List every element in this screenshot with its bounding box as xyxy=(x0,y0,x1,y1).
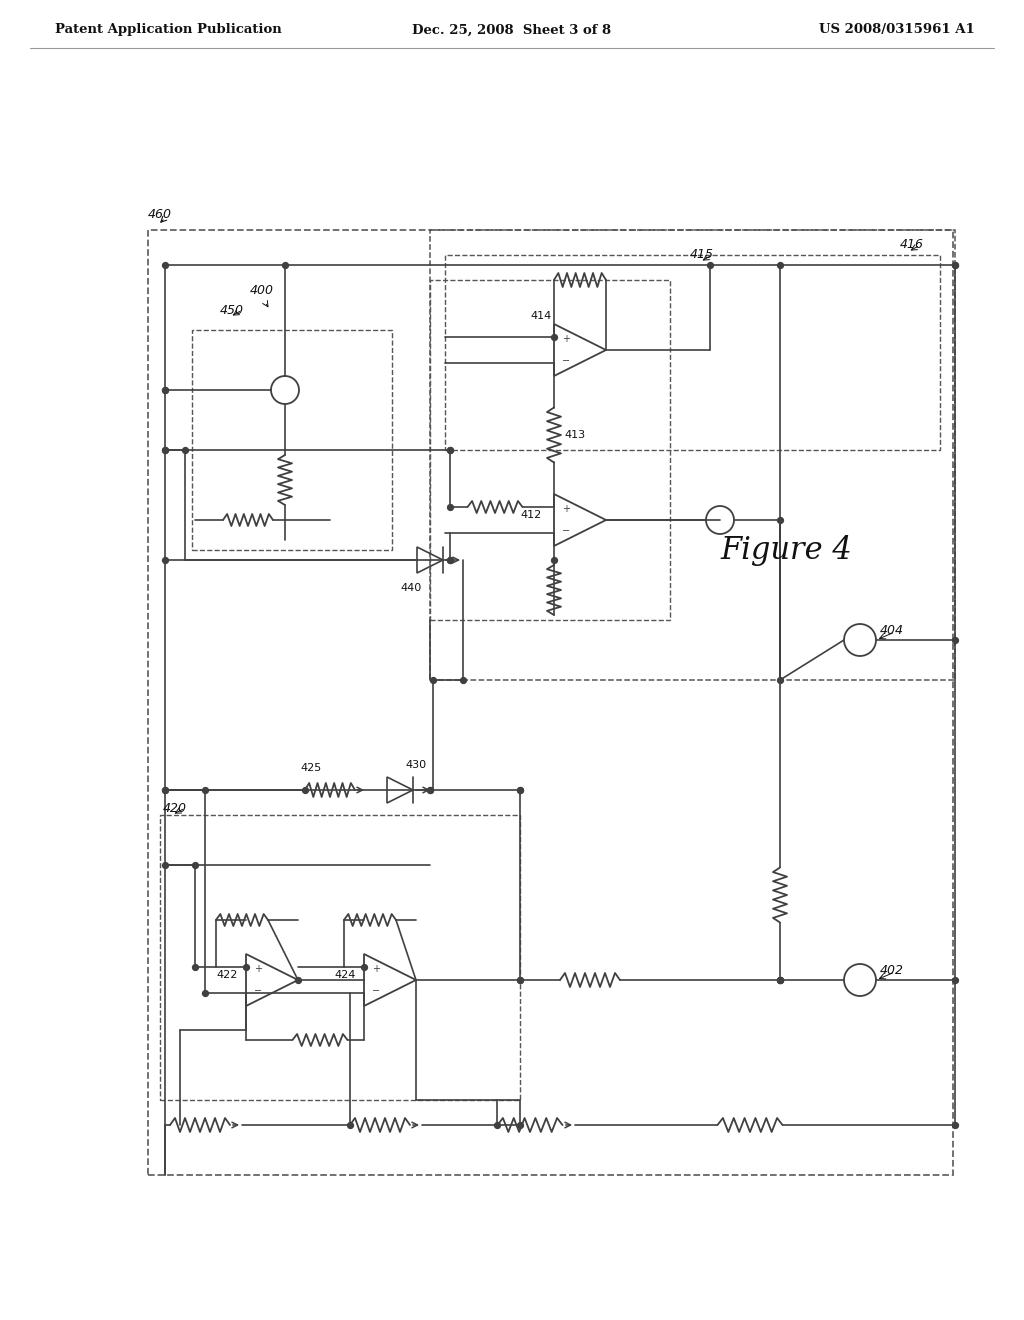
Bar xyxy=(430,280,670,620)
Text: 413: 413 xyxy=(564,430,585,440)
Point xyxy=(772,510,788,531)
Point xyxy=(512,779,528,800)
Point xyxy=(441,549,458,570)
Text: 450: 450 xyxy=(220,304,244,317)
Point xyxy=(276,255,293,276)
Point xyxy=(177,440,194,461)
Point xyxy=(422,779,438,800)
Point xyxy=(297,779,313,800)
Text: 412: 412 xyxy=(520,510,542,520)
Text: 414: 414 xyxy=(530,312,551,321)
Point xyxy=(512,1114,528,1135)
Point xyxy=(512,969,528,990)
Point xyxy=(157,255,173,276)
Point xyxy=(772,969,788,990)
Point xyxy=(947,255,964,276)
Text: 440: 440 xyxy=(400,583,421,593)
Text: −: − xyxy=(372,986,380,995)
Point xyxy=(186,957,203,978)
Point xyxy=(186,854,203,875)
Point xyxy=(441,440,458,461)
Point xyxy=(512,969,528,990)
Point xyxy=(425,669,441,690)
Bar xyxy=(430,230,955,680)
Text: 415: 415 xyxy=(690,248,714,261)
Point xyxy=(947,1114,964,1135)
Text: Dec. 25, 2008  Sheet 3 of 8: Dec. 25, 2008 Sheet 3 of 8 xyxy=(413,24,611,37)
Text: 424: 424 xyxy=(334,970,355,979)
Point xyxy=(488,1114,505,1135)
Text: 400: 400 xyxy=(250,284,274,297)
Text: +: + xyxy=(254,964,262,974)
Point xyxy=(441,440,458,461)
Point xyxy=(157,440,173,461)
Point xyxy=(157,779,173,800)
Text: −: − xyxy=(254,986,262,995)
Text: 460: 460 xyxy=(148,209,172,222)
Text: +: + xyxy=(562,504,569,513)
Text: Patent Application Publication: Patent Application Publication xyxy=(55,24,282,37)
Point xyxy=(512,779,528,800)
Point xyxy=(701,255,718,276)
Point xyxy=(238,957,254,978)
Bar xyxy=(445,255,940,450)
Point xyxy=(772,255,788,276)
Point xyxy=(441,496,458,517)
Point xyxy=(947,255,964,276)
Text: US 2008/0315961 A1: US 2008/0315961 A1 xyxy=(819,24,975,37)
Text: −: − xyxy=(561,525,569,536)
Text: Figure 4: Figure 4 xyxy=(720,535,852,565)
Point xyxy=(947,969,964,990)
Text: 402: 402 xyxy=(880,964,904,977)
Text: 425: 425 xyxy=(300,763,322,774)
Point xyxy=(772,969,788,990)
Point xyxy=(441,549,458,570)
Text: 422: 422 xyxy=(216,970,238,979)
Point xyxy=(197,779,213,800)
Point xyxy=(157,779,173,800)
Point xyxy=(157,379,173,400)
Point xyxy=(947,630,964,651)
Point xyxy=(355,957,372,978)
Point xyxy=(546,326,562,347)
Point xyxy=(342,1114,358,1135)
Point xyxy=(772,969,788,990)
Point xyxy=(772,969,788,990)
Text: +: + xyxy=(562,334,569,345)
Point xyxy=(422,779,438,800)
Point xyxy=(157,440,173,461)
Bar xyxy=(148,230,953,1175)
Point xyxy=(546,549,562,570)
Text: 416: 416 xyxy=(900,239,924,252)
Point xyxy=(157,379,173,400)
Point xyxy=(772,669,788,690)
Bar xyxy=(193,330,392,550)
Text: −: − xyxy=(561,356,569,366)
Text: 430: 430 xyxy=(406,760,426,770)
Text: +: + xyxy=(372,964,380,974)
Bar xyxy=(160,814,520,1100)
Point xyxy=(290,969,306,990)
Point xyxy=(197,982,213,1003)
Point xyxy=(455,669,471,690)
Point xyxy=(157,854,173,875)
Text: 404: 404 xyxy=(880,623,904,636)
Text: 420: 420 xyxy=(163,801,187,814)
Point xyxy=(157,549,173,570)
